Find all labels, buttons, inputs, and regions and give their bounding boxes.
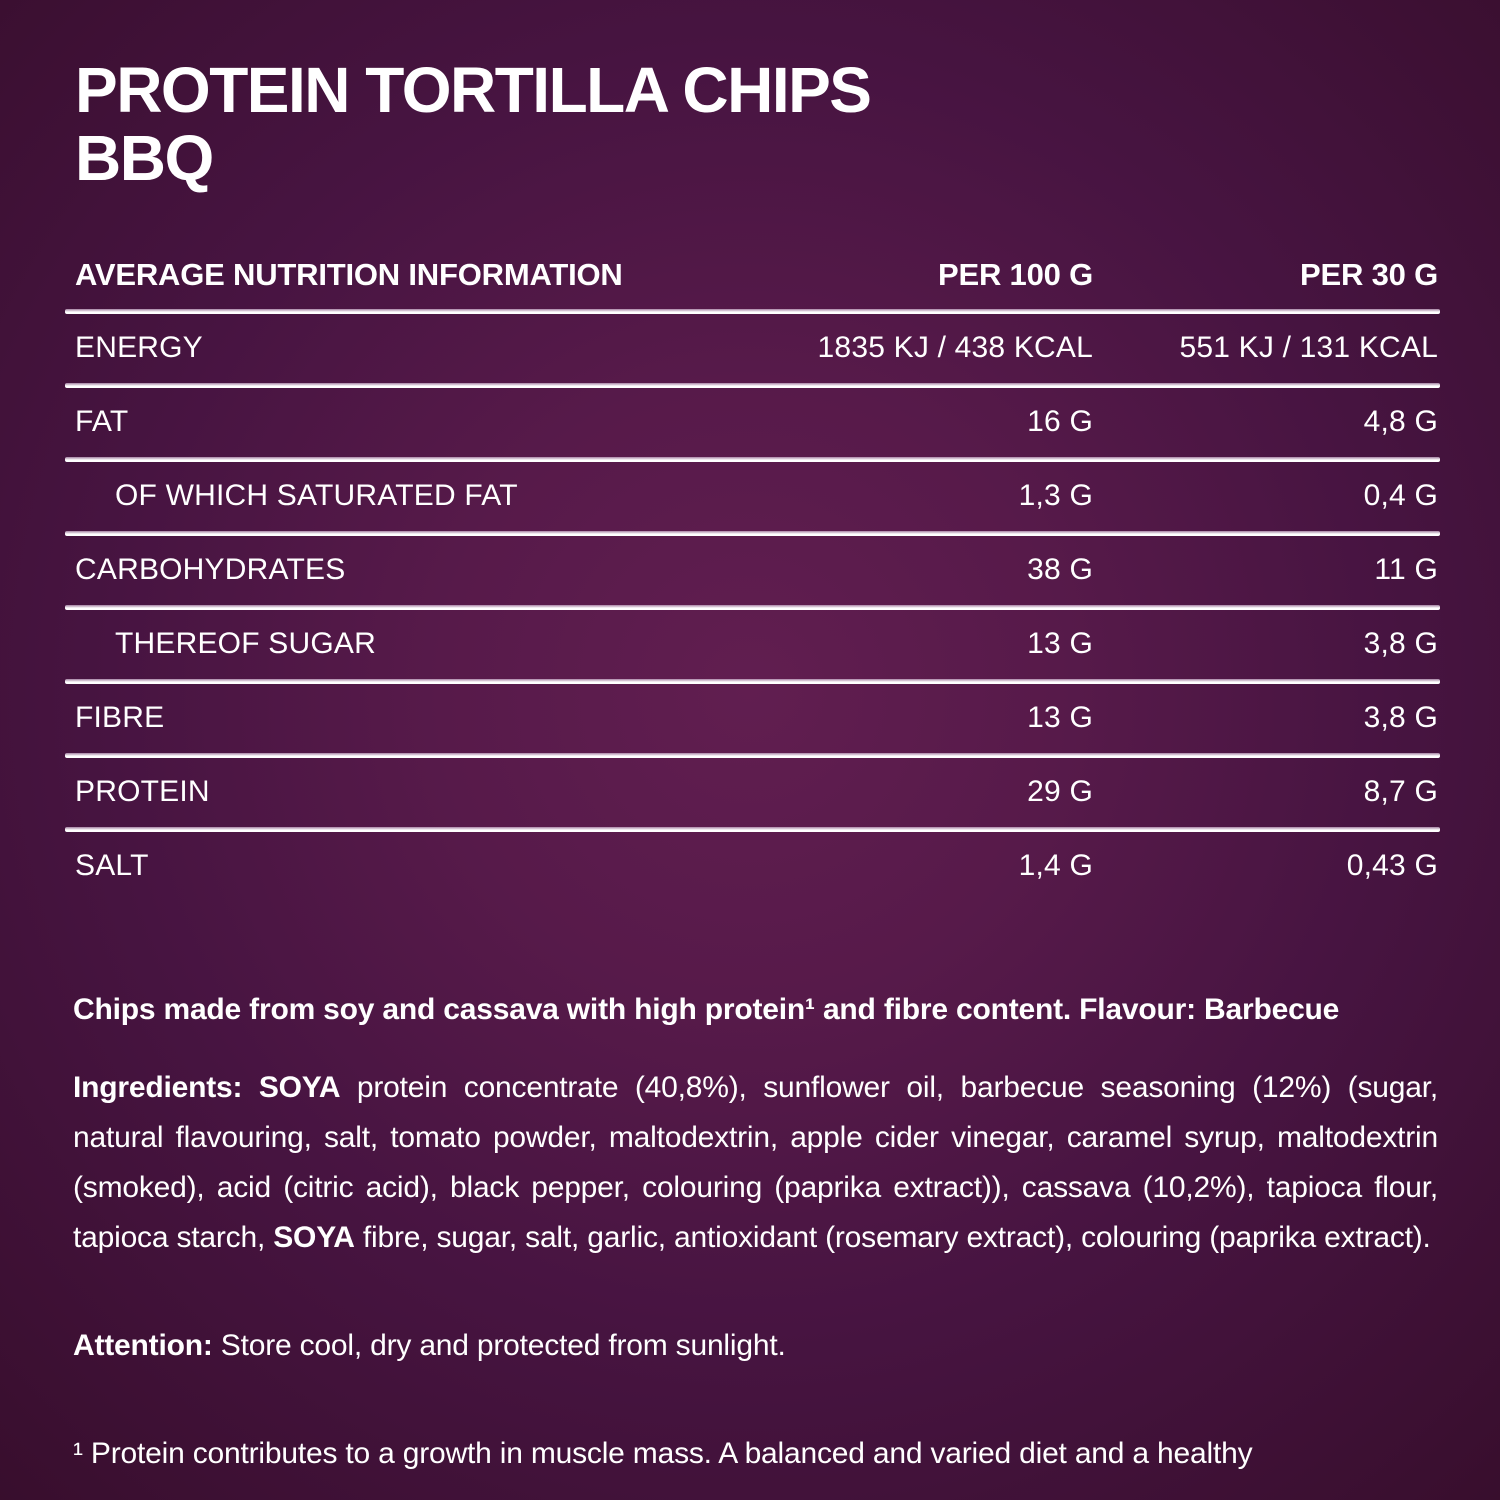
description-paragraph: Chips made from soy and cassava with hig…: [73, 992, 1340, 1026]
table-divider: [65, 604, 1440, 610]
table-row: FIBRE 13 G 3,8 G: [65, 684, 1440, 753]
product-title: PROTEIN TORTILLA CHIPS BBQ: [75, 56, 1440, 193]
table-divider: [65, 678, 1440, 684]
row-label: ENERGY: [75, 331, 203, 365]
per-100g-value: 16 G: [1027, 405, 1093, 439]
per-100g-value: 1835 KJ / 438 KCAL: [817, 331, 1093, 365]
nutrition-table: AVERAGE NUTRITION INFORMATION PER 100 G …: [65, 257, 1440, 901]
per-30g-value: 8,7 G: [1363, 775, 1438, 809]
table-row: PROTEIN 29 G 8,7 G: [65, 758, 1440, 827]
per-100g-value: 13 G: [1027, 627, 1093, 661]
per-100g-value: 13 G: [1027, 701, 1093, 735]
row-label: FAT: [75, 405, 129, 439]
row-label: CARBOHYDRATES: [75, 553, 346, 587]
table-divider: [65, 308, 1440, 314]
per-30g-value: 3,8 G: [1363, 701, 1438, 735]
table-row: SALT 1,4 G 0,43 G: [65, 832, 1440, 901]
per-100g-value: 1,4 G: [1018, 849, 1093, 883]
per-30g-header: PER 30 G: [1300, 256, 1438, 292]
avg-nutrition-header: AVERAGE NUTRITION INFORMATION: [75, 256, 623, 292]
per-30g-value: 11 G: [1374, 553, 1438, 587]
footnote-paragraph: ¹ Protein contributes to a growth in mus…: [73, 1436, 1253, 1470]
table-row: OF WHICH SATURATED FAT 1,3 G 0,4 G: [65, 462, 1440, 531]
attention-paragraph: Attention: Store cool, dry and protected…: [73, 1328, 786, 1362]
row-label: OF WHICH SATURATED FAT: [115, 479, 518, 513]
product-title-line1: PROTEIN TORTILLA CHIPS: [75, 54, 872, 126]
table-row: ENERGY 1835 KJ / 438 KCAL 551 KJ / 131 K…: [65, 314, 1440, 383]
ingredients-paragraph: Ingredients: SOYA protein concentrate (4…: [73, 1070, 1438, 1254]
table-divider: [65, 456, 1440, 462]
per-100g-header: PER 100 G: [937, 256, 1093, 292]
table-header-row: AVERAGE NUTRITION INFORMATION PER 100 G …: [65, 257, 1440, 309]
per-100g-value: 1,3 G: [1018, 479, 1093, 513]
per-100g-value: 38 G: [1027, 553, 1093, 587]
row-label: FIBRE: [75, 701, 165, 735]
row-label: THEREOF SUGAR: [115, 627, 376, 661]
table-row: THEREOF SUGAR 13 G 3,8 G: [65, 610, 1440, 679]
table-divider: [65, 752, 1440, 758]
table-row: CARBOHYDRATES 38 G 11 G: [65, 536, 1440, 605]
row-label: SALT: [75, 849, 149, 883]
table-row: FAT 16 G 4,8 G: [65, 388, 1440, 457]
row-label: PROTEIN: [75, 775, 210, 809]
table-body: ENERGY 1835 KJ / 438 KCAL 551 KJ / 131 K…: [65, 308, 1440, 901]
per-100g-value: 29 G: [1027, 775, 1093, 809]
per-30g-value: 3,8 G: [1363, 627, 1438, 661]
per-30g-value: 4,8 G: [1363, 405, 1438, 439]
per-30g-value: 0,43 G: [1346, 849, 1438, 883]
table-divider: [65, 530, 1440, 536]
table-divider: [65, 382, 1440, 388]
table-divider: [65, 826, 1440, 832]
per-30g-value: 551 KJ / 131 KCAL: [1179, 331, 1438, 365]
product-title-line2: BBQ: [75, 122, 214, 195]
per-30g-value: 0,4 G: [1363, 479, 1438, 513]
info-paragraphs: Chips made from soy and cassava with hig…: [65, 985, 1440, 1479]
